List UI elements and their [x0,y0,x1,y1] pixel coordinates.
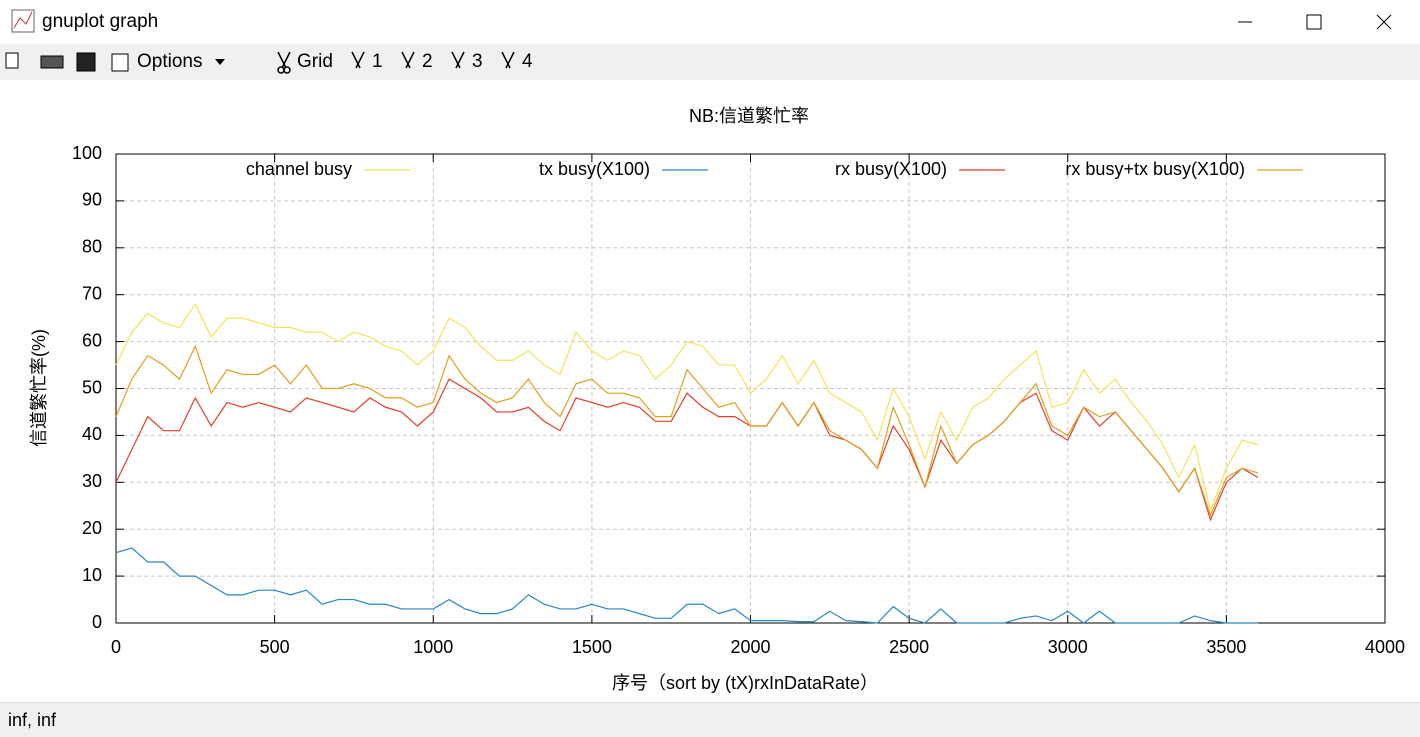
series-line [115,302,1259,513]
dropdown-arrow[interactable] [215,59,225,65]
y-tick-label: 30 [82,471,102,491]
series-line [115,344,1259,517]
x-tick-label: 3000 [1048,637,1088,657]
close[interactable] [1376,14,1392,30]
legend-label: rx busy+tx busy(X100) [1065,159,1245,179]
y-tick-label: 0 [92,612,102,632]
y-tick-label: 20 [82,518,102,538]
x-axis-label: 序号（sort by (tX)rxInDataRate） [612,673,878,693]
x-tick-label: 3500 [1206,637,1246,657]
grid-icon[interactable] [277,51,291,69]
x-tick-label: 1500 [572,637,612,657]
toggle-2[interactable]: 2 [422,51,433,72]
x-tick-label: 4000 [1365,637,1405,657]
legend-label: tx busy(X100) [539,159,650,179]
chart: NB:信道繁忙率 序号（sort by (tX)rxInDataRate） 信道… [29,106,1405,693]
window-title: gnuplot graph [42,11,159,32]
series-line [115,378,1259,522]
legend-label: rx busy(X100) [835,159,947,179]
x-tick-label: 1000 [413,637,453,657]
toggle-4[interactable]: 4 [522,51,533,72]
y-tick-label: 50 [82,377,102,397]
series-line [115,547,1259,624]
x-tick-label: 2000 [730,637,770,657]
grid-icon[interactable] [283,66,291,74]
scissors-icon[interactable] [351,51,365,69]
y-axis-label: 信道繁忙率(%) [29,329,49,447]
y-tick-label: 70 [82,283,102,303]
y-tick-label: 40 [82,424,102,444]
title-icons [11,9,1392,33]
y-tick-label: 90 [82,190,102,210]
maximize[interactable] [1306,14,1322,30]
y-tick-label: 10 [82,565,102,585]
grid-icon[interactable] [277,66,285,74]
legend-label: channel busy [246,159,352,179]
options-button[interactable]: Options [137,51,203,72]
y-tick-label: 100 [72,143,102,163]
scissors-icon[interactable] [401,51,415,69]
toolbar: Options Grid 1 2 3 4 [0,44,1420,80]
x-tick-label: 500 [260,637,290,657]
y-tick-label: 60 [82,330,102,350]
scissors-icon[interactable] [501,51,515,69]
save-icon[interactable] [76,52,96,72]
status-text: inf, inf [8,710,57,730]
print-icon[interactable] [40,55,64,69]
x-tick-label: 0 [111,637,121,657]
copy-icon[interactable] [5,52,19,69]
grid-button[interactable]: Grid [297,51,333,72]
status-bar: inf, inf [0,702,1420,737]
app-icon-line [13,11,33,29]
scissors-icon[interactable] [451,51,465,69]
toolbar-icons [5,51,515,74]
x-tick-label: 2500 [889,637,929,657]
plot-border [115,153,1386,624]
toggle-1[interactable]: 1 [372,51,383,72]
toggle-3[interactable]: 3 [472,51,483,72]
options-icon[interactable] [111,53,129,72]
title-bar: gnuplot graph [0,0,1420,44]
y-tick-label: 80 [82,237,102,257]
chart-title: NB:信道繁忙率 [689,106,809,126]
